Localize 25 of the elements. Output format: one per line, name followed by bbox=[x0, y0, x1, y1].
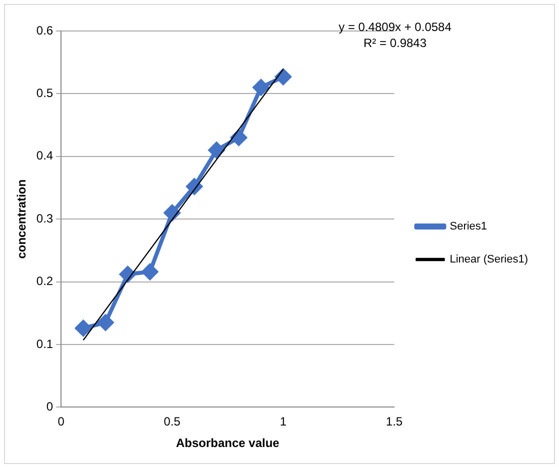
y-tick-label: 0.5 bbox=[36, 86, 54, 100]
annotation: y = 0.4809x + 0.0584 bbox=[338, 20, 452, 34]
x-tick-label: 1 bbox=[280, 414, 287, 429]
point bbox=[275, 68, 292, 85]
x-tick-label: 0 bbox=[58, 414, 65, 429]
y-tick-label: 0.4 bbox=[36, 148, 54, 163]
point bbox=[208, 142, 225, 158]
annotation: R² = 0.9843 bbox=[363, 36, 427, 50]
point bbox=[252, 79, 269, 96]
legend-label: Series1 bbox=[450, 220, 488, 233]
x-tick-label: 1.5 bbox=[386, 414, 403, 429]
y-tick-label: 0.1 bbox=[36, 336, 54, 351]
point bbox=[75, 320, 92, 336]
legend-label: Linear (Series1) bbox=[450, 254, 528, 266]
y-tick-label: 0.6 bbox=[36, 23, 54, 38]
y-tick-label: 0.2 bbox=[36, 274, 54, 288]
point bbox=[230, 130, 247, 146]
point bbox=[142, 264, 158, 280]
y-tick-label: 0.3 bbox=[36, 211, 54, 226]
point bbox=[164, 204, 180, 221]
y-tick-label: 0 bbox=[46, 400, 54, 414]
y-axis-title: concentration bbox=[14, 179, 29, 259]
x-tick-label: 0.5 bbox=[164, 414, 181, 429]
x-axis-title: Absorbance value bbox=[176, 436, 280, 450]
point bbox=[98, 314, 114, 331]
